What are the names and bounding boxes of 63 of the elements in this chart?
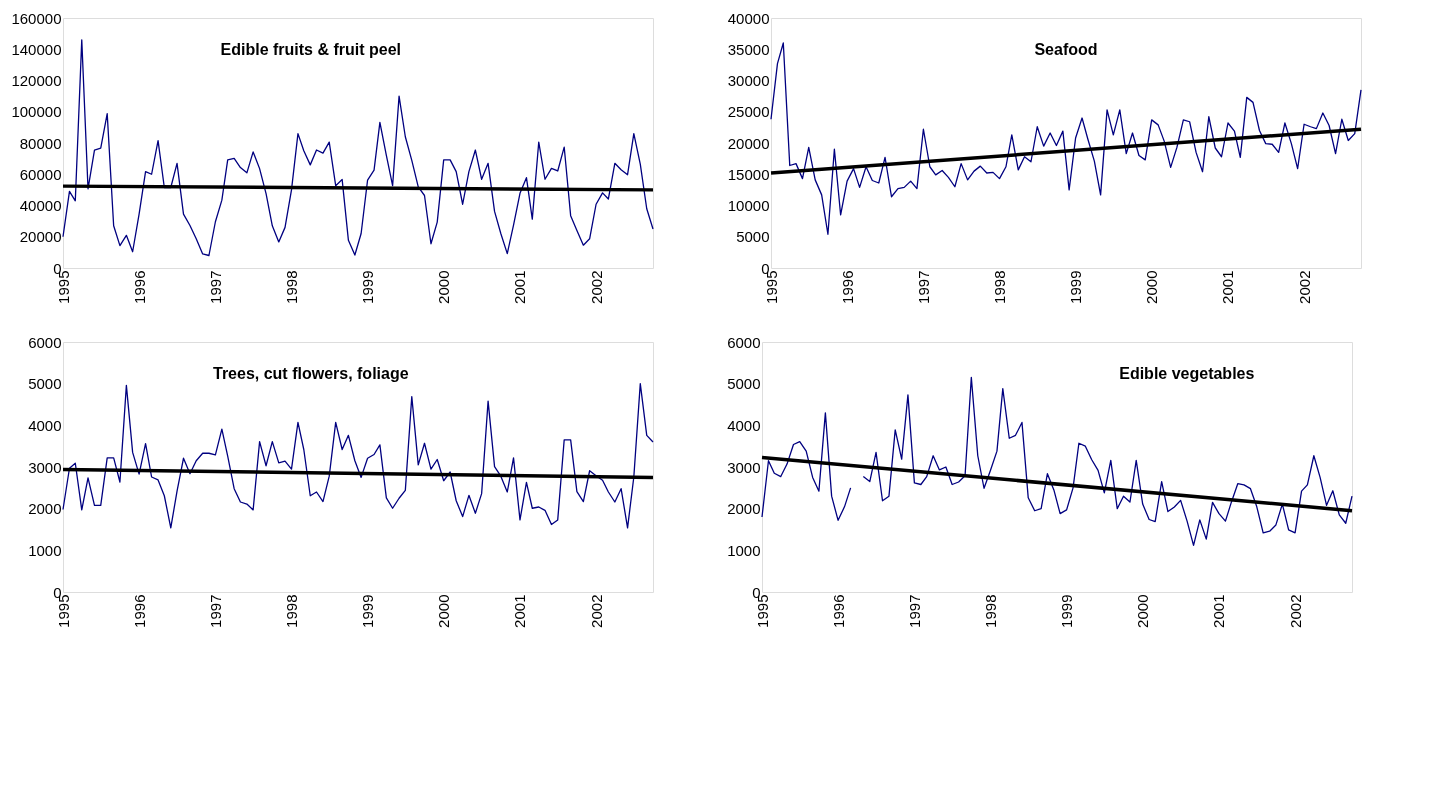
- y-tick-label: 60000: [19, 165, 62, 183]
- y-tick-label: 1000: [727, 541, 761, 559]
- x-tick-label: 1996: [838, 270, 856, 304]
- x-tick-label: 1996: [829, 594, 847, 628]
- y-tick-label: 25000: [727, 103, 770, 121]
- x-tick-label: 2002: [1295, 270, 1313, 304]
- x-tick-label: 1997: [905, 594, 923, 628]
- y-tick-label: 3000: [28, 458, 62, 476]
- y-tick-label: 20000: [727, 134, 770, 152]
- y-tick-label: 160000: [11, 9, 62, 27]
- x-tick-label: 1999: [1067, 270, 1085, 304]
- x-tick-label: 2000: [1134, 594, 1152, 628]
- x-tick-label: 1996: [130, 270, 148, 304]
- x-tick-label: 2002: [587, 594, 605, 628]
- y-tick-label: 2000: [28, 500, 62, 518]
- x-tick-label: 2001: [1219, 270, 1237, 304]
- x-tick-label: 2000: [1143, 270, 1161, 304]
- y-tick-label: 6000: [28, 333, 62, 351]
- y-tick-label: 5000: [736, 228, 770, 246]
- y-tick-label: 5000: [727, 375, 761, 393]
- x-tick-label: 2002: [1286, 594, 1304, 628]
- line-series: [62, 39, 654, 257]
- x-tick-label: 2002: [587, 270, 605, 304]
- y-tick-label: 120000: [11, 72, 62, 89]
- y-tick-label: 4000: [28, 416, 62, 434]
- line-series: [62, 383, 654, 529]
- text: Edible fruits & fruit peel: [220, 41, 402, 58]
- y-tick-label: 15000: [727, 165, 770, 183]
- y-tick-label: 4000: [727, 416, 761, 434]
- text: Seafood: [1034, 41, 1098, 58]
- text: Trees, cut flowers, foliage: [212, 365, 409, 382]
- y-tick-label: 1000: [28, 541, 62, 559]
- y-tick-label: 40000: [19, 197, 62, 214]
- x-tick-label: 1998: [981, 594, 999, 628]
- y-tick-label: 30000: [727, 72, 770, 89]
- x-tick-label: 1999: [1058, 594, 1076, 628]
- y-tick-label: 6000: [727, 333, 761, 351]
- x-tick-label: 1999: [359, 270, 377, 304]
- x-tick-label: 2001: [1210, 594, 1228, 628]
- x-tick-label: 2000: [435, 594, 453, 628]
- y-tick-label: 3000: [727, 458, 761, 476]
- x-tick-label: 1997: [914, 270, 932, 304]
- line-series: [770, 42, 1362, 235]
- x-tick-label: 2001: [511, 270, 529, 304]
- y-tick-label: 10000: [727, 197, 770, 214]
- y-tick-label: 5000: [28, 375, 62, 393]
- x-tick-label: 1998: [282, 270, 300, 304]
- x-tick-label: 1998: [282, 594, 300, 628]
- y-tick-label: 35000: [727, 40, 770, 58]
- x-tick-label: 2000: [435, 270, 453, 304]
- y-tick-label: 40000: [727, 9, 770, 27]
- text: Edible vegetables: [1119, 365, 1255, 382]
- y-tick-label: 2000: [727, 500, 761, 518]
- x-tick-label: 1998: [990, 270, 1008, 304]
- x-tick-label: 1999: [359, 594, 377, 628]
- y-tick-label: 20000: [19, 228, 62, 246]
- x-tick-label: 2001: [511, 594, 529, 628]
- y-tick-label: 80000: [19, 134, 62, 152]
- x-tick-label: 1996: [130, 594, 148, 628]
- x-tick-label: 1997: [206, 270, 224, 304]
- x-tick-label: 1997: [206, 594, 224, 628]
- y-tick-label: 140000: [11, 40, 62, 58]
- y-tick-label: 100000: [11, 103, 62, 121]
